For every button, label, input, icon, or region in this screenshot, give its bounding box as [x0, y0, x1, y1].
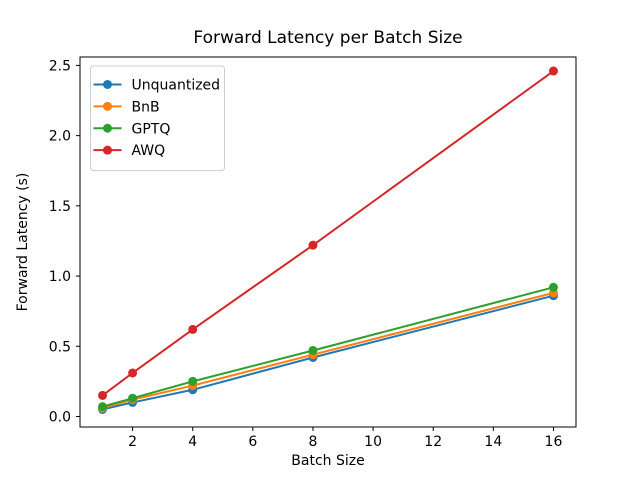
x-tick-label-4: 4 [188, 434, 197, 450]
legend-label-unquantized: Unquantized [132, 77, 221, 93]
legend-item-awq: AWQ [93, 143, 166, 159]
legend-marker-bnb [103, 101, 112, 111]
legend-marker-unquantized [103, 79, 112, 89]
y-tick-label-0.0: 0.0 [49, 409, 71, 425]
legend-label-awq: AWQ [132, 143, 166, 159]
data-point-awq-bs4 [188, 324, 198, 334]
legend-item-unquantized: Unquantized [93, 77, 221, 93]
y-tick-label-1.5: 1.5 [49, 199, 71, 215]
chart-title: Forward Latency per Batch Size [193, 28, 462, 48]
x-tick-label-6: 6 [248, 434, 257, 450]
data-point-awq-bs2 [128, 368, 138, 378]
legend-box [90, 65, 225, 172]
data-point-gptq-bs2 [128, 393, 138, 403]
ticks-layer: 2 4 6 8 10 12 14 16 0.0 0.5 1.0 1.5 2.0 2.5 [49, 58, 563, 450]
y-tick-label-0.5: 0.5 [49, 339, 71, 355]
x-axis-label: Batch Size [291, 453, 364, 469]
y-tick-label-2.0: 2.0 [49, 129, 71, 145]
x-tick-label-14: 14 [484, 434, 502, 450]
data-point-awq-bs1 [98, 390, 108, 400]
x-tick-label-2: 2 [128, 434, 137, 450]
y-tick-label-1.0: 1.0 [49, 269, 71, 285]
legend-item-gptq: GPTQ [93, 121, 171, 137]
series-gptq [98, 282, 558, 412]
data-point-gptq-bs1 [98, 402, 108, 412]
legend-label-gptq: GPTQ [132, 121, 171, 137]
axes-spines [79, 56, 577, 428]
plot-border [79, 56, 577, 428]
data-point-awq-bs8 [308, 240, 318, 250]
y-tick-label-2.5: 2.5 [49, 58, 71, 74]
legend-marker-awq [103, 145, 112, 155]
data-point-gptq-bs16 [548, 282, 558, 292]
x-tick-label-16: 16 [545, 434, 563, 450]
x-tick-label-12: 12 [424, 434, 442, 450]
series-awq [98, 66, 558, 400]
legend-marker-gptq [103, 123, 112, 133]
legend-item-bnb: BnB [93, 99, 160, 115]
data-point-gptq-bs8 [308, 345, 318, 355]
legend: Unquantized BnB GPTQ AWQ [90, 65, 225, 172]
series-layer [98, 66, 558, 414]
data-point-gptq-bs4 [188, 376, 198, 386]
x-tick-label-10: 10 [364, 434, 382, 450]
y-axis-label: Forward Latency (s) [15, 173, 31, 312]
data-point-awq-bs16 [548, 66, 558, 76]
x-tick-label-8: 8 [309, 434, 318, 450]
legend-label-bnb: BnB [132, 99, 160, 115]
